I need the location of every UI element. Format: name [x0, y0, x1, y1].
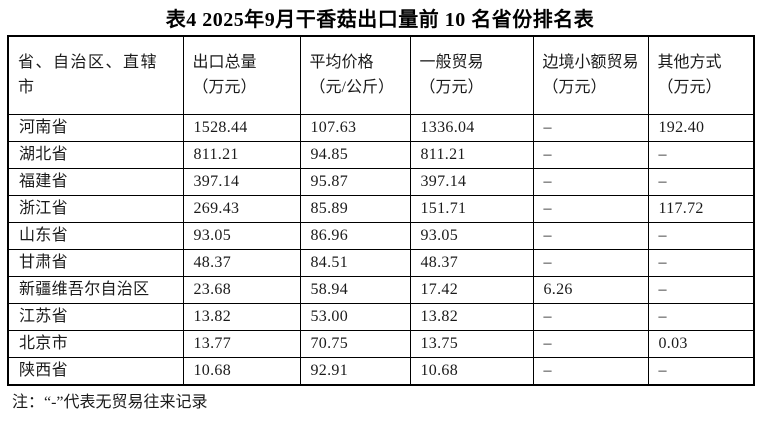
- cell-other: 117.72: [647, 194, 755, 223]
- header-other-label: 其他方式: [657, 54, 722, 72]
- cell-border-trade: –: [532, 329, 649, 358]
- cell-border-trade: –: [532, 221, 649, 250]
- cell-other: 192.40: [647, 113, 755, 142]
- cell-export-total: 13.82: [182, 302, 301, 331]
- cell-province: 浙江省: [7, 194, 184, 223]
- cell-general-trade: 93.05: [409, 221, 534, 250]
- cell-export-total: 93.05: [182, 221, 301, 250]
- header-other: 其他方式 （万元）: [647, 35, 755, 115]
- cell-province: 山东省: [7, 221, 184, 250]
- header-other-unit: （万元）: [657, 79, 722, 97]
- export-ranking-table: 省、自治区、直辖市 出口总量 （万元） 平均价格 （元/公斤） 一般贸易 （万元…: [7, 35, 755, 386]
- cell-province: 陕西省: [7, 356, 184, 385]
- cell-other: –: [647, 140, 755, 169]
- cell-other: –: [647, 248, 755, 277]
- cell-general-trade: 13.82: [409, 302, 534, 331]
- cell-province: 北京市: [7, 329, 184, 358]
- cell-province: 江苏省: [7, 302, 184, 331]
- cell-border-trade: –: [532, 302, 649, 331]
- cell-avg-price: 70.75: [299, 329, 411, 358]
- cell-export-total: 811.21: [182, 140, 301, 169]
- cell-other: –: [647, 221, 755, 250]
- cell-general-trade: 48.37: [409, 248, 534, 277]
- cell-other: 0.03: [647, 329, 755, 358]
- header-avg-price: 平均价格 （元/公斤）: [299, 35, 411, 115]
- table-footnote: 注：“-”代表无贸易往来记录: [12, 393, 208, 411]
- table-row: 陕西省 10.68 92.91 10.68 – –: [7, 356, 755, 385]
- table-row: 福建省 397.14 95.87 397.14 – –: [7, 167, 755, 196]
- cell-export-total: 397.14: [182, 167, 301, 196]
- table-title: 表4 2025年9月干香菇出口量前 10 名省份排名表: [165, 9, 595, 31]
- header-border-trade-label: 边境小额贸易: [542, 54, 639, 72]
- cell-export-total: 13.77: [182, 329, 301, 358]
- cell-province: 河南省: [7, 113, 184, 142]
- table-row: 新疆维吾尔自治区 23.68 58.94 17.42 6.26 –: [7, 275, 755, 304]
- cell-other: –: [647, 356, 755, 385]
- cell-general-trade: 397.14: [409, 167, 534, 196]
- header-province: 省、自治区、直辖市: [7, 35, 184, 115]
- cell-avg-price: 86.96: [299, 221, 411, 250]
- cell-border-trade: –: [532, 113, 649, 142]
- cell-export-total: 10.68: [182, 356, 301, 385]
- table-row: 湖北省 811.21 94.85 811.21 – –: [7, 140, 755, 169]
- cell-avg-price: 92.91: [299, 356, 411, 385]
- table-row: 山东省 93.05 86.96 93.05 – –: [7, 221, 755, 250]
- cell-general-trade: 13.75: [409, 329, 534, 358]
- header-general-trade-label: 一般贸易: [419, 54, 484, 72]
- header-export-total: 出口总量 （万元）: [182, 35, 301, 115]
- cell-avg-price: 94.85: [299, 140, 411, 169]
- cell-general-trade: 811.21: [409, 140, 534, 169]
- cell-avg-price: 84.51: [299, 248, 411, 277]
- cell-general-trade: 1336.04: [409, 113, 534, 142]
- cell-border-trade: –: [532, 167, 649, 196]
- cell-export-total: 269.43: [182, 194, 301, 223]
- cell-border-trade: –: [532, 356, 649, 385]
- cell-avg-price: 107.63: [299, 113, 411, 142]
- cell-border-trade: –: [532, 140, 649, 169]
- header-general-trade-unit: （万元）: [419, 79, 484, 97]
- header-avg-price-unit: （元/公斤）: [309, 79, 394, 97]
- cell-avg-price: 53.00: [299, 302, 411, 331]
- cell-export-total: 1528.44: [182, 113, 301, 142]
- table-row: 甘肃省 48.37 84.51 48.37 – –: [7, 248, 755, 277]
- table-body: 河南省 1528.44 107.63 1336.04 – 192.40 湖北省 …: [7, 113, 755, 385]
- cell-general-trade: 10.68: [409, 356, 534, 385]
- cell-avg-price: 85.89: [299, 194, 411, 223]
- table-row: 河南省 1528.44 107.63 1336.04 – 192.40: [7, 113, 755, 142]
- header-row: 省、自治区、直辖市 出口总量 （万元） 平均价格 （元/公斤） 一般贸易 （万元…: [7, 35, 755, 115]
- cell-province: 湖北省: [7, 140, 184, 169]
- cell-export-total: 48.37: [182, 248, 301, 277]
- table-row: 浙江省 269.43 85.89 151.71 – 117.72: [7, 194, 755, 223]
- cell-province: 新疆维吾尔自治区: [7, 275, 184, 304]
- cell-province: 福建省: [7, 167, 184, 196]
- cell-border-trade: –: [532, 248, 649, 277]
- header-general-trade: 一般贸易 （万元）: [409, 35, 534, 115]
- cell-border-trade: –: [532, 194, 649, 223]
- cell-export-total: 23.68: [182, 275, 301, 304]
- cell-other: –: [647, 167, 755, 196]
- cell-other: –: [647, 275, 755, 304]
- header-province-label: 省、自治区、直辖市: [18, 54, 157, 97]
- cell-avg-price: 58.94: [299, 275, 411, 304]
- cell-avg-price: 95.87: [299, 167, 411, 196]
- header-export-total-unit: （万元）: [192, 79, 257, 97]
- table-row: 北京市 13.77 70.75 13.75 – 0.03: [7, 329, 755, 358]
- header-export-total-label: 出口总量: [192, 54, 257, 72]
- header-border-trade: 边境小额贸易 （万元）: [532, 35, 649, 115]
- cell-province: 甘肃省: [7, 248, 184, 277]
- cell-general-trade: 151.71: [409, 194, 534, 223]
- table-header: 省、自治区、直辖市 出口总量 （万元） 平均价格 （元/公斤） 一般贸易 （万元…: [7, 35, 755, 115]
- cell-other: –: [647, 302, 755, 331]
- cell-general-trade: 17.42: [409, 275, 534, 304]
- table-row: 江苏省 13.82 53.00 13.82 – –: [7, 302, 755, 331]
- cell-border-trade: 6.26: [532, 275, 649, 304]
- header-avg-price-label: 平均价格: [309, 54, 374, 72]
- header-border-trade-unit: （万元）: [542, 79, 607, 97]
